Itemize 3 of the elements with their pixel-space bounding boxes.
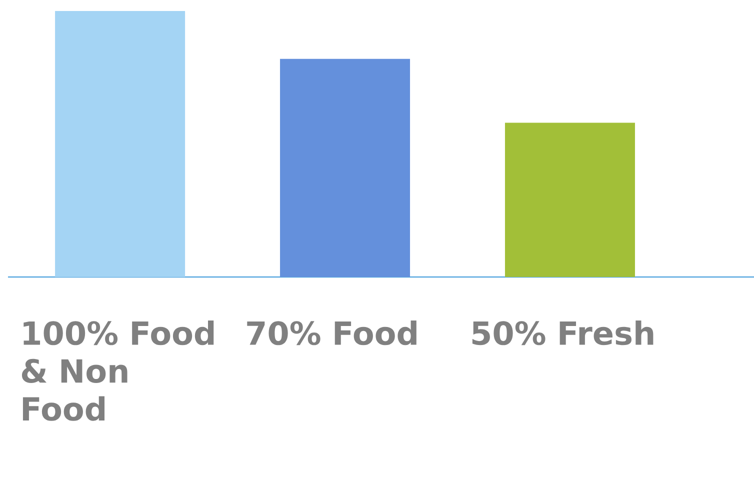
x-tick-label: 100% Food & Non Food [22, 320, 214, 421]
x-tick-label: 50% Fresh [472, 320, 654, 346]
x-tick-label: 70% Food [247, 320, 416, 346]
